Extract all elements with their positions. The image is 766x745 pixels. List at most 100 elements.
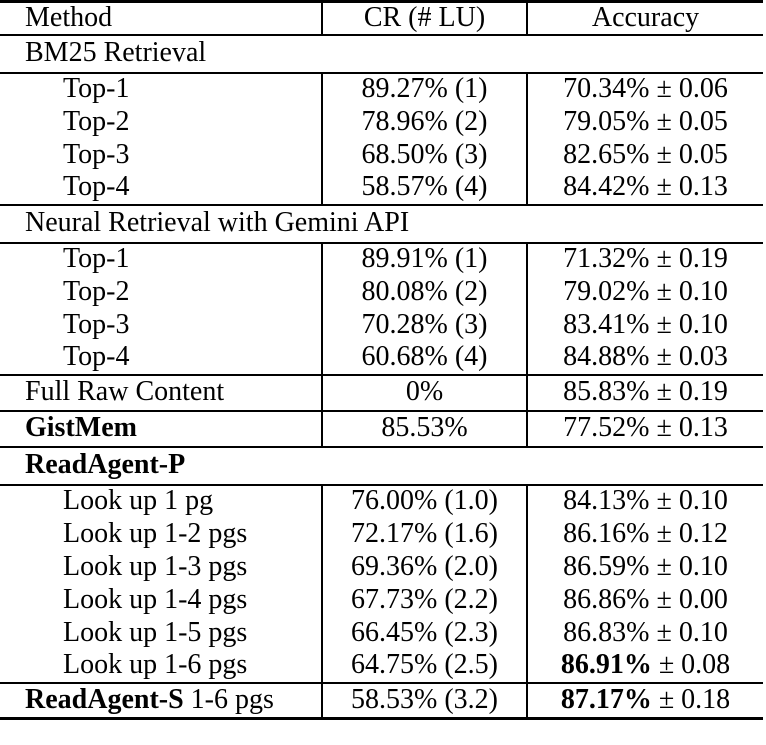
cr-cell: 58.53% (3.2) xyxy=(321,681,527,719)
cr-cell: 72.17% (1.6) xyxy=(321,517,527,551)
method-cell: Look up 1 pg xyxy=(0,483,322,518)
data-row: Top-1 89.91% (1) 71.32% ± 0.19 xyxy=(0,241,763,276)
cr-cell: 0% xyxy=(321,373,527,411)
table-header-row: Method CR (# LU) Accuracy xyxy=(0,1,763,35)
section-label: BM25 Retrieval xyxy=(0,33,763,73)
method-name: Look up 1 pg xyxy=(63,485,214,517)
accuracy-cell: 83.41% ± 0.10 xyxy=(526,308,763,342)
accuracy-value: 86.83% ± 0.10 xyxy=(563,616,728,648)
data-row: Full Raw Content 0% 85.83% ± 0.19 xyxy=(0,373,763,411)
section-label: ReadAgent-P xyxy=(0,445,763,485)
accuracy-cell: 86.59% ± 0.10 xyxy=(526,550,763,584)
cr-cell: 68.50% (3) xyxy=(321,138,527,172)
method-name: Top-4 xyxy=(63,341,130,373)
accuracy-cell: 86.83% ± 0.10 xyxy=(526,616,763,650)
accuracy-value: 84.13% ± 0.10 xyxy=(563,485,728,517)
data-row: Top-1 89.27% (1) 70.34% ± 0.06 xyxy=(0,71,763,106)
accuracy-value: ± 0.08 xyxy=(651,649,731,681)
method-name-bold: ReadAgent-S xyxy=(25,684,184,716)
accuracy-value: 86.59% ± 0.10 xyxy=(563,550,728,582)
accuracy-value: 71.32% ± 0.19 xyxy=(563,243,728,275)
accuracy-value: 84.88% ± 0.03 xyxy=(563,341,728,373)
method-cell: Look up 1-6 pgs xyxy=(0,650,322,683)
data-row: Look up 1-3 pgs 69.36% (2.0) 86.59% ± 0.10 xyxy=(0,550,763,584)
accuracy-cell: 84.88% ± 0.03 xyxy=(526,341,763,375)
cr-cell: 69.36% (2.0) xyxy=(321,550,527,584)
accuracy-cell: 79.02% ± 0.10 xyxy=(526,275,763,309)
cr-cell: 64.75% (2.5) xyxy=(321,649,527,683)
data-row: Look up 1-4 pgs 67.73% (2.2) 86.86% ± 0.00 xyxy=(0,583,763,617)
method-cell: Top-1 xyxy=(0,241,322,276)
method-name: Look up 1-2 pgs xyxy=(63,517,248,549)
cr-cell: 85.53% xyxy=(321,409,527,447)
accuracy-value: 70.34% ± 0.06 xyxy=(563,73,728,105)
section-row: BM25 Retrieval xyxy=(0,33,763,73)
cr-cell: 58.57% (4) xyxy=(321,171,527,205)
accuracy-cell: 84.42% ± 0.13 xyxy=(526,171,763,205)
accuracy-value: ± 0.18 xyxy=(651,684,731,716)
data-row: Top-3 68.50% (3) 82.65% ± 0.05 xyxy=(0,138,763,172)
method-cell: Look up 1-2 pgs xyxy=(0,518,322,551)
accuracy-cell: 86.86% ± 0.00 xyxy=(526,583,763,617)
accuracy-value: 83.41% ± 0.10 xyxy=(563,308,728,340)
data-row: ReadAgent-S 1-6 pgs 58.53% (3.2) 87.17% ± … xyxy=(0,681,763,719)
data-row: Look up 1-5 pgs 66.45% (2.3) 86.83% ± 0.10 xyxy=(0,616,763,650)
method-name: Top-2 xyxy=(63,275,130,307)
data-row: Look up 1-6 pgs 64.75% (2.5) 86.91% ± 0.08 xyxy=(0,649,763,683)
accuracy-value-bold: 86.91% xyxy=(560,649,652,681)
data-row: Top-4 58.57% (4) 84.42% ± 0.13 xyxy=(0,171,763,205)
method-name-bold: GistMem xyxy=(25,412,137,444)
accuracy-cell: 85.83% ± 0.19 xyxy=(526,373,763,411)
method-cell: Look up 1-3 pgs xyxy=(0,551,322,584)
method-cell: Look up 1-5 pgs xyxy=(0,617,322,650)
method-cell: ReadAgent-S 1-6 pgs xyxy=(0,681,322,719)
accuracy-value: 86.16% ± 0.12 xyxy=(563,517,728,549)
method-cell: Top-4 xyxy=(0,342,322,375)
accuracy-cell: 71.32% ± 0.19 xyxy=(526,241,763,276)
accuracy-value-bold: 87.17% xyxy=(560,684,652,716)
data-row: Look up 1-2 pgs 72.17% (1.6) 86.16% ± 0.12 xyxy=(0,517,763,551)
cr-cell: 89.27% (1) xyxy=(321,71,527,106)
method-name: Look up 1-3 pgs xyxy=(63,550,248,582)
method-cell: Top-3 xyxy=(0,309,322,342)
method-name: 1-6 pgs xyxy=(183,684,274,716)
method-name: Full Raw Content xyxy=(25,376,225,408)
data-row: Top-4 60.68% (4) 84.88% ± 0.03 xyxy=(0,341,763,375)
cr-cell: 60.68% (4) xyxy=(321,341,527,375)
section-row: ReadAgent-P xyxy=(0,445,763,485)
accuracy-value: 84.42% ± 0.13 xyxy=(563,171,728,203)
method-cell: Top-4 xyxy=(0,172,322,205)
column-header-method: Method xyxy=(25,2,113,33)
section-label: Neural Retrieval with Gemini API xyxy=(0,203,763,243)
cr-cell: 89.91% (1) xyxy=(321,241,527,276)
data-row: Top-2 78.96% (2) 79.05% ± 0.05 xyxy=(0,105,763,139)
accuracy-cell: 87.17% ± 0.18 xyxy=(526,681,763,719)
method-cell: Top-3 xyxy=(0,139,322,172)
accuracy-value: 77.52% ± 0.13 xyxy=(563,412,728,444)
accuracy-value: 79.05% ± 0.05 xyxy=(563,105,728,137)
accuracy-cell: 86.91% ± 0.08 xyxy=(526,649,763,683)
data-row: Look up 1 pg 76.00% (1.0) 84.13% ± 0.10 xyxy=(0,483,763,518)
accuracy-cell: 70.34% ± 0.06 xyxy=(526,71,763,106)
method-cell: Look up 1-4 pgs xyxy=(0,584,322,617)
data-row: Top-3 70.28% (3) 83.41% ± 0.10 xyxy=(0,308,763,342)
method-cell: Full Raw Content xyxy=(0,373,322,411)
accuracy-value: 85.83% ± 0.19 xyxy=(563,376,728,408)
data-row: Top-2 80.08% (2) 79.02% ± 0.10 xyxy=(0,275,763,309)
method-name: Look up 1-4 pgs xyxy=(63,583,248,615)
cr-cell: 67.73% (2.2) xyxy=(321,583,527,617)
method-name: Look up 1-6 pgs xyxy=(63,649,248,681)
method-cell: GistMem xyxy=(0,409,322,447)
method-cell: Top-2 xyxy=(0,276,322,309)
cr-cell: 78.96% (2) xyxy=(321,105,527,139)
accuracy-cell: 79.05% ± 0.05 xyxy=(526,105,763,139)
results-table: Method CR (# LU) Accuracy BM25 Retrieval… xyxy=(0,0,763,721)
method-name: Look up 1-5 pgs xyxy=(63,616,248,648)
results-table-body: BM25 Retrieval Top-1 89.27% (1) 70.34% ± 0.… xyxy=(0,33,763,719)
accuracy-value: 86.86% ± 0.00 xyxy=(563,583,728,615)
method-name: Top-1 xyxy=(63,73,130,105)
cr-cell: 76.00% (1.0) xyxy=(321,483,527,518)
accuracy-value: 82.65% ± 0.05 xyxy=(563,138,728,170)
accuracy-cell: 84.13% ± 0.10 xyxy=(526,483,763,518)
